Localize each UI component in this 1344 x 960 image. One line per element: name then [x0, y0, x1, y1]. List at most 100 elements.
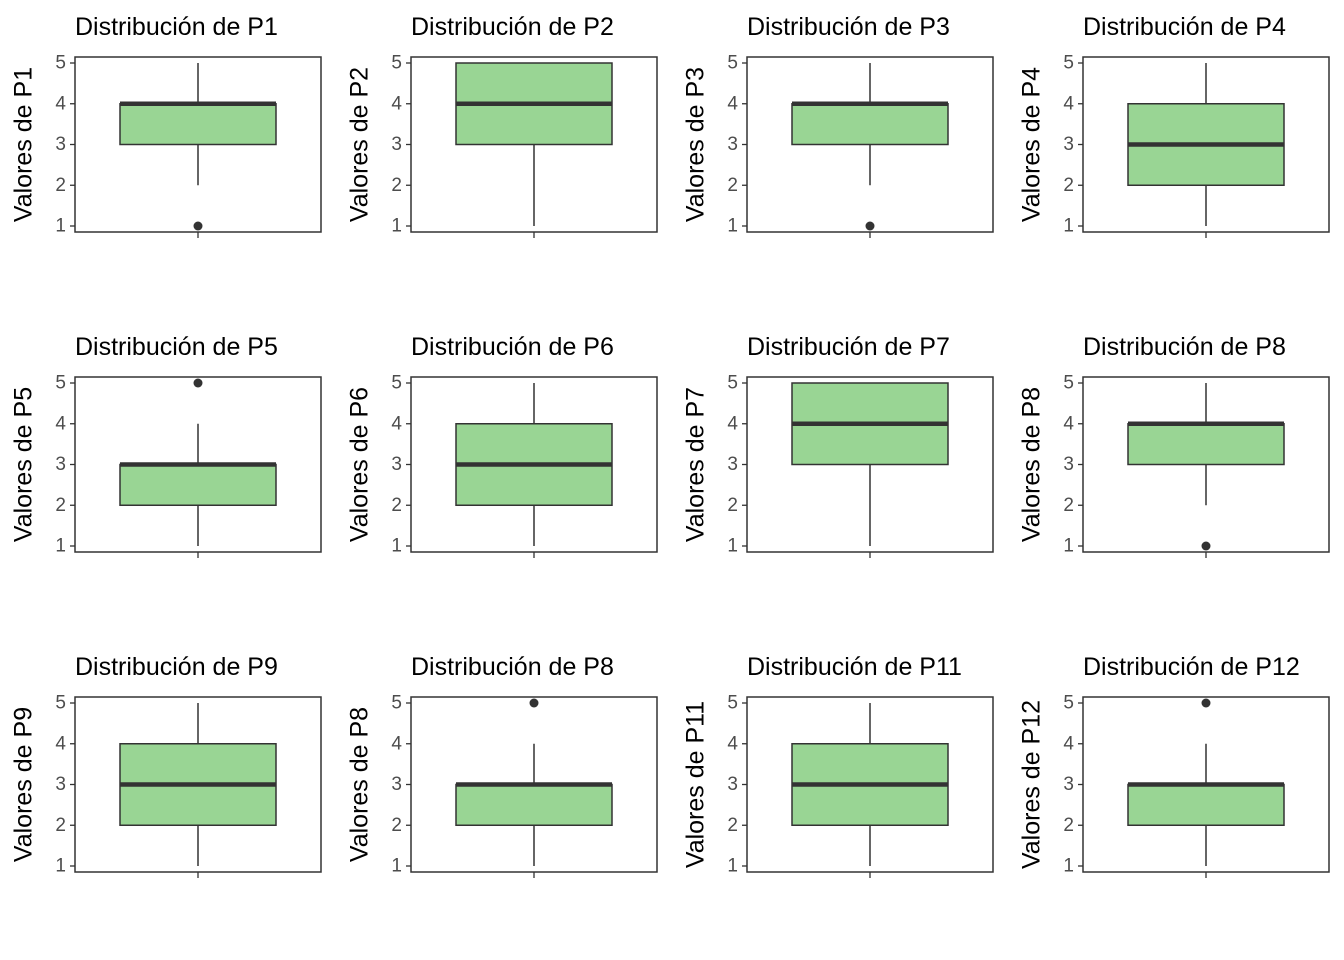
y-tick-label: 1 [55, 856, 66, 877]
outlier-point [1201, 698, 1211, 708]
panel-title: Distribución de P4 [1083, 13, 1286, 41]
y-tick-label: 1 [391, 536, 402, 557]
boxplot-panel-9: Distribución de P9 Valores de P9 1 2 3 4 5 [10, 653, 322, 878]
y-tick-label: 5 [727, 693, 738, 714]
y-tick-label: 1 [727, 856, 738, 877]
y-tick-label: 4 [727, 93, 738, 114]
y-tick-label: 4 [1063, 733, 1074, 754]
y-tick-label: 1 [391, 216, 402, 237]
y-tick-label: 2 [391, 815, 402, 836]
outlier-point [865, 221, 875, 231]
boxplot-panel-5: Distribución de P5 Valores de P5 1 2 3 4 5 [10, 333, 322, 558]
y-tick-label: 2 [391, 175, 402, 196]
box [1127, 783, 1285, 826]
boxplot-panel-7: Distribución de P7 Valores de P7 1 2 3 4 5 [682, 333, 994, 558]
y-axis-label: Valores de P2 [346, 67, 374, 222]
y-tick-label: 1 [391, 856, 402, 877]
y-tick-label: 5 [55, 373, 66, 394]
y-axis-label: Valores de P3 [682, 67, 710, 222]
y-tick-label: 1 [1063, 536, 1074, 557]
panel-title: Distribución de P8 [1083, 333, 1286, 361]
y-tick-label: 4 [391, 413, 402, 434]
panel-title: Distribución de P1 [75, 13, 278, 41]
y-axis-label: Valores de P5 [10, 387, 38, 542]
y-tick-label: 3 [727, 454, 738, 475]
panel-title: Distribución de P11 [747, 653, 962, 681]
y-axis-label: Valores de P8 [346, 707, 374, 862]
y-tick-label: 4 [55, 93, 66, 114]
y-tick-label: 2 [55, 495, 66, 516]
boxplot-panel-4: Distribución de P4 Valores de P4 1 2 3 4 5 [1018, 13, 1330, 238]
boxplot-panel-12: Distribución de P12 Valores de P12 1 2 3 4 5 [1018, 653, 1330, 878]
y-tick-label: 1 [1063, 856, 1074, 877]
y-tick-label: 2 [55, 175, 66, 196]
y-tick-label: 5 [1063, 373, 1074, 394]
y-tick-label: 5 [727, 373, 738, 394]
y-tick-label: 2 [727, 815, 738, 836]
y-tick-label: 5 [1063, 53, 1074, 74]
y-tick-label: 5 [727, 53, 738, 74]
outlier-point [193, 221, 203, 231]
y-tick-label: 3 [55, 134, 66, 155]
y-tick-label: 2 [727, 495, 738, 516]
boxplot-panel-6: Distribución de P6 Valores de P6 1 2 3 4 5 [346, 333, 658, 558]
y-tick-label: 4 [391, 733, 402, 754]
y-axis-label: Valores de P6 [346, 387, 374, 542]
boxplot-panel-10: Distribución de P8 Valores de P8 1 2 3 4 5 [346, 653, 658, 878]
y-tick-label: 2 [391, 495, 402, 516]
y-tick-label: 1 [727, 216, 738, 237]
panel-title: Distribución de P8 [411, 653, 614, 681]
outlier-point [1201, 541, 1211, 551]
panel-title: Distribución de P9 [75, 653, 278, 681]
y-tick-label: 3 [391, 454, 402, 475]
y-axis-label: Valores de P1 [10, 67, 38, 222]
box [455, 783, 613, 826]
y-tick-label: 3 [55, 454, 66, 475]
y-tick-label: 4 [1063, 93, 1074, 114]
box [791, 103, 949, 146]
y-tick-label: 3 [727, 134, 738, 155]
box [119, 463, 277, 506]
boxplot-panel-11: Distribución de P11 Valores de P11 1 2 3 4 5 [682, 653, 994, 878]
y-axis-label: Valores de P12 [1018, 700, 1046, 869]
y-tick-label: 1 [727, 536, 738, 557]
y-tick-label: 4 [1063, 413, 1074, 434]
y-tick-label: 4 [391, 93, 402, 114]
panel-title: Distribución de P6 [411, 333, 614, 361]
box [119, 103, 277, 146]
boxplot-panel-1: Distribución de P1 Valores de P1 1 2 3 4 5 [10, 13, 322, 238]
y-tick-label: 3 [55, 774, 66, 795]
y-tick-label: 3 [727, 774, 738, 795]
y-tick-label: 4 [727, 413, 738, 434]
y-tick-label: 3 [391, 134, 402, 155]
boxplot-panel-3: Distribución de P3 Valores de P3 1 2 3 4 5 [682, 13, 994, 238]
boxplot-panel-2: Distribución de P2 Valores de P2 1 2 3 4 5 [346, 13, 658, 238]
y-tick-label: 3 [1063, 454, 1074, 475]
y-tick-label: 4 [55, 733, 66, 754]
y-tick-label: 5 [391, 693, 402, 714]
y-tick-label: 2 [1063, 495, 1074, 516]
box [1127, 423, 1285, 466]
y-axis-label: Valores de P9 [10, 707, 38, 862]
y-tick-label: 5 [55, 53, 66, 74]
y-axis-label: Valores de P4 [1018, 67, 1046, 222]
panel-title: Distribución de P5 [75, 333, 278, 361]
y-tick-label: 3 [1063, 134, 1074, 155]
y-tick-label: 5 [1063, 693, 1074, 714]
y-tick-label: 3 [1063, 774, 1074, 795]
y-tick-label: 4 [727, 733, 738, 754]
panel-title: Distribución de P7 [747, 333, 950, 361]
y-tick-label: 5 [391, 53, 402, 74]
y-axis-label: Valores de P7 [682, 387, 710, 542]
y-tick-label: 1 [55, 216, 66, 237]
panel-title: Distribución de P2 [411, 13, 614, 41]
y-tick-label: 2 [1063, 815, 1074, 836]
panel-title: Distribución de P12 [1083, 653, 1300, 681]
outlier-point [529, 698, 539, 708]
outlier-point [193, 378, 203, 388]
y-tick-label: 4 [55, 413, 66, 434]
y-tick-label: 5 [55, 693, 66, 714]
boxplot-panel-8: Distribución de P8 Valores de P8 1 2 3 4 5 [1018, 333, 1330, 558]
y-tick-label: 2 [727, 175, 738, 196]
